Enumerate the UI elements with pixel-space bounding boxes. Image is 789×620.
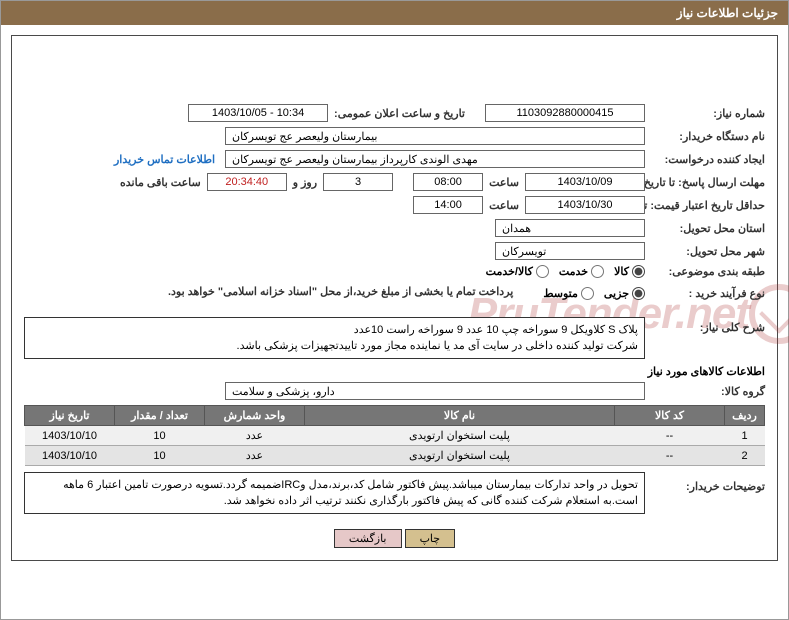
radio-goods-service[interactable]: کالا/خدمت [486,265,549,278]
lbl-requester: ایجاد کننده درخواست: [645,153,765,166]
radio-purchase-type: جزیی متوسط [543,287,645,300]
header-title: جزئیات اطلاعات نیاز [677,6,778,20]
radio-medium[interactable]: متوسط [543,287,594,300]
cell-code: -- [615,426,725,446]
section-goods-title: اطلاعات کالاهای مورد نیاز [24,365,765,378]
th-name: نام کالا [305,406,615,426]
cell-idx: 1 [725,426,765,446]
row-buyer-org: نام دستگاه خریدار: بیمارستان ولیعصر عج ت… [24,127,765,145]
header-bar: جزئیات اطلاعات نیاز [1,1,788,25]
fld-announce: 1403/10/05 - 10:34 [188,104,328,122]
goods-table: ردیف کد کالا نام کالا واحد شمارش تعداد /… [24,405,765,466]
row-goods-group: گروه کالا: دارو، پزشکی و سلامت [24,382,765,400]
row-requester: ایجاد کننده درخواست: مهدی الوندی کارپردا… [24,150,765,168]
fld-validity-date: 1403/10/30 [525,196,645,214]
table-row: 1 -- پلیت استخوان ارتویدی عدد 10 1403/10… [25,426,765,446]
lbl-buyer-org: نام دستگاه خریدار: [645,130,765,143]
lbl-city: شهر محل تحویل: [645,245,765,258]
th-unit: واحد شمارش [205,406,305,426]
fld-days: 3 [323,173,393,191]
th-code: کد کالا [615,406,725,426]
cell-idx: 2 [725,446,765,466]
lbl-need-no: شماره نیاز: [645,107,765,120]
lbl-validity-time: ساعت [483,199,525,212]
lbl-announce: تاریخ و ساعت اعلان عمومی: [328,107,465,120]
lbl-deadline-time: ساعت [483,176,525,189]
lbl-classification: طبقه بندی موضوعی: [645,265,765,278]
cell-qty: 10 [115,426,205,446]
lbl-days: روز و [287,176,323,189]
row-purchase-type: نوع فرآیند خرید : جزیی متوسط پرداخت تمام… [24,283,765,304]
row-city: شهر محل تحویل: تویسرکان [24,242,765,260]
cell-unit: عدد [205,426,305,446]
lbl-remain: ساعت باقی مانده [114,176,207,189]
fld-city: تویسرکان [495,242,645,260]
table-row: 2 -- پلیت استخوان ارتویدی عدد 10 1403/10… [25,446,765,466]
cell-name: پلیت استخوان ارتویدی [305,426,615,446]
fld-goods-group: دارو، پزشکی و سلامت [225,382,645,400]
cell-name: پلیت استخوان ارتویدی [305,446,615,466]
fld-requester: مهدی الوندی کارپرداز بیمارستان ولیعصر عج… [225,150,645,168]
lbl-validity: حداقل تاریخ اعتبار قیمت: تا تاریخ: [645,199,765,212]
fld-validity-time: 14:00 [413,196,483,214]
fld-deadline-time: 08:00 [413,173,483,191]
link-contact-buyer[interactable]: اطلاعات تماس خریدار [114,153,215,166]
lbl-deadline: مهلت ارسال پاسخ: تا تاریخ: [645,176,765,189]
row-buyer-notes: توضیحات خریدار: تحویل در واحد تدارکات بی… [24,472,765,514]
fld-deadline-date: 1403/10/09 [525,173,645,191]
lbl-province: استان محل تحویل: [645,222,765,235]
cell-date: 1403/10/10 [25,426,115,446]
lbl-buyer-notes: توضیحات خریدار: [645,472,765,493]
print-button[interactable]: چاپ [405,529,456,548]
radio-classification: کالا خدمت کالا/خدمت [486,265,645,278]
fld-buyer-org: بیمارستان ولیعصر عج تویسرکان [225,127,645,145]
th-date: تاریخ نیاز [25,406,115,426]
radio-goods[interactable]: کالا [614,265,645,278]
lbl-overall-desc: شرح کلی نیاز: [645,317,765,334]
content-frame: PruTender.net شماره نیاز: 11030928800004… [11,35,778,561]
fld-buyer-notes: تحویل در واحد تدارکات بیمارستان میباشد.پ… [24,472,645,514]
radio-service[interactable]: خدمت [559,265,604,278]
lbl-purchase-type: نوع فرآیند خرید : [645,287,765,300]
cell-code: -- [615,446,725,466]
payment-note: پرداخت تمام یا بخشی از مبلغ خرید،از محل … [168,283,513,304]
row-deadline: مهلت ارسال پاسخ: تا تاریخ: 1403/10/09 سا… [24,173,765,191]
fld-overall-desc: پلاک S کلاویکل 9 سوراخه چپ 10 عدد 9 سورا… [24,317,645,359]
radio-minor[interactable]: جزیی [604,287,645,300]
window: جزئیات اطلاعات نیاز PruTender.net شماره … [0,0,789,620]
row-province: استان محل تحویل: همدان [24,219,765,237]
fld-remain: 20:34:40 [207,173,287,191]
row-classification: طبقه بندی موضوعی: کالا خدمت کالا/خدمت [24,265,765,278]
th-qty: تعداد / مقدار [115,406,205,426]
fld-need-no: 1103092880000415 [485,104,645,122]
back-button[interactable]: بازگشت [334,529,402,548]
cell-unit: عدد [205,446,305,466]
fld-province: همدان [495,219,645,237]
footer-buttons: چاپ بازگشت [24,519,765,548]
row-validity: حداقل تاریخ اعتبار قیمت: تا تاریخ: 1403/… [24,196,765,214]
lbl-goods-group: گروه کالا: [645,385,765,398]
th-idx: ردیف [725,406,765,426]
cell-qty: 10 [115,446,205,466]
row-need-no: شماره نیاز: 1103092880000415 تاریخ و ساع… [24,104,765,122]
row-overall-desc: شرح کلی نیاز: پلاک S کلاویکل 9 سوراخه چپ… [24,317,765,359]
cell-date: 1403/10/10 [25,446,115,466]
